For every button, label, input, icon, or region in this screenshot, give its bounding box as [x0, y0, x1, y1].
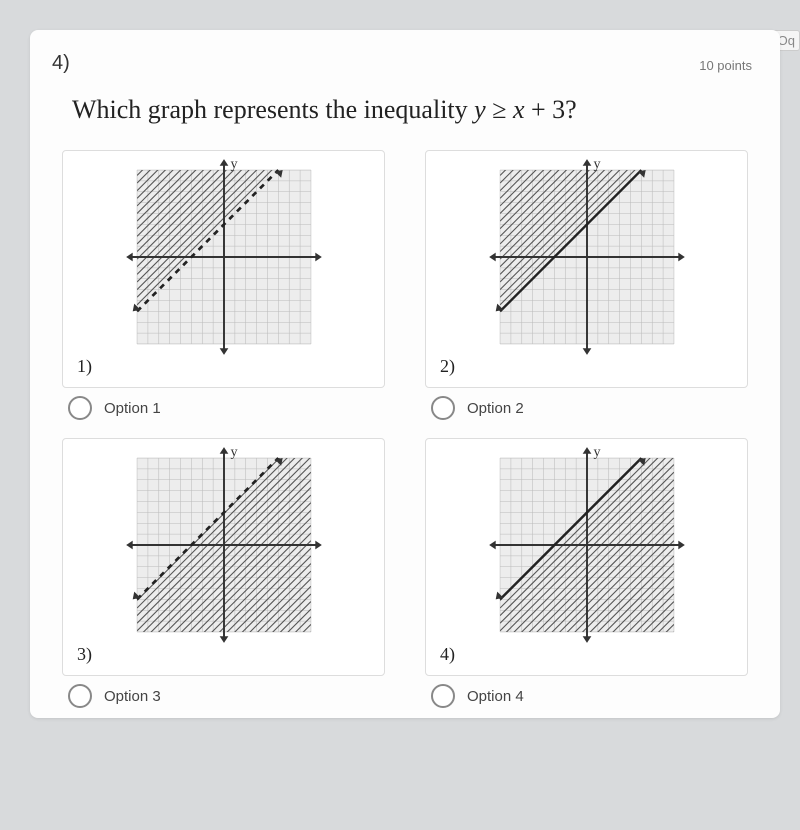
options-grid: yx 1) Option 1 yx 2) Option 2 yx 3): [52, 150, 758, 708]
question-text: Which graph represents the inequality y …: [72, 95, 758, 125]
panel-3-num: 3): [77, 644, 92, 665]
svg-text:y: y: [593, 445, 600, 460]
option-3: yx 3) Option 3: [62, 438, 385, 708]
graph-panel-2: yx 2): [425, 150, 748, 388]
svg-text:y: y: [230, 445, 237, 460]
panel-2-num: 2): [440, 356, 455, 377]
graph-panel-1: yx 1): [62, 150, 385, 388]
option-1: yx 1) Option 1: [62, 150, 385, 420]
radio-label-2: Option 2: [467, 400, 524, 417]
radio-option-2[interactable]: [431, 396, 455, 420]
graph-panel-3: yx 3): [62, 438, 385, 676]
radio-option-1[interactable]: [68, 396, 92, 420]
graph-panel-4: yx 4): [425, 438, 748, 676]
panel-4-num: 4): [440, 644, 455, 665]
points-label: 10 points: [699, 58, 752, 73]
radio-option-3[interactable]: [68, 684, 92, 708]
svg-text:y: y: [593, 157, 600, 172]
radio-label-1: Option 1: [104, 400, 161, 417]
radio-option-4[interactable]: [431, 684, 455, 708]
radio-label-4: Option 4: [467, 688, 524, 705]
svg-text:y: y: [230, 157, 237, 172]
radio-label-3: Option 3: [104, 688, 161, 705]
question-number: 4): [52, 52, 758, 75]
option-4: yx 4) Option 4: [425, 438, 748, 708]
option-2: yx 2) Option 2: [425, 150, 748, 420]
panel-1-num: 1): [77, 356, 92, 377]
question-card: 4) 10 points Which graph represents the …: [30, 30, 780, 718]
